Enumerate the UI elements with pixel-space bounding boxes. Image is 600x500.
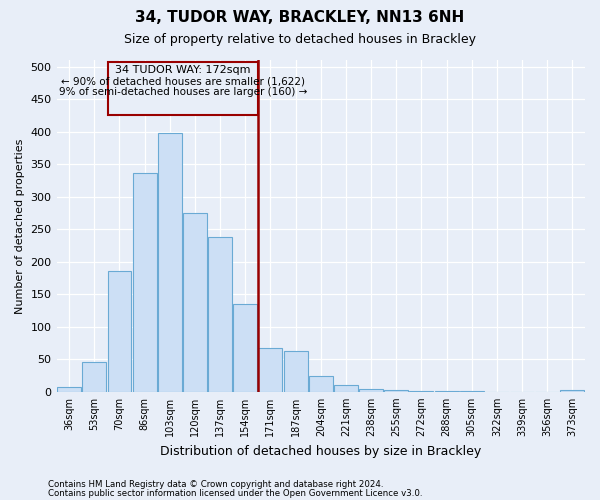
Text: ← 90% of detached houses are smaller (1,622): ← 90% of detached houses are smaller (1,… <box>61 76 305 86</box>
Bar <box>233 304 257 392</box>
Bar <box>82 362 106 392</box>
Bar <box>133 172 157 392</box>
Bar <box>259 348 283 392</box>
Text: 9% of semi-detached houses are larger (160) →: 9% of semi-detached houses are larger (1… <box>59 86 307 97</box>
Bar <box>107 272 131 392</box>
Text: 34 TUDOR WAY: 172sqm: 34 TUDOR WAY: 172sqm <box>115 64 251 74</box>
Text: Contains public sector information licensed under the Open Government Licence v3: Contains public sector information licen… <box>48 488 422 498</box>
Bar <box>208 237 232 392</box>
FancyBboxPatch shape <box>108 62 258 116</box>
Y-axis label: Number of detached properties: Number of detached properties <box>15 138 25 314</box>
Bar <box>309 376 333 392</box>
Text: Contains HM Land Registry data © Crown copyright and database right 2024.: Contains HM Land Registry data © Crown c… <box>48 480 383 489</box>
Text: Size of property relative to detached houses in Brackley: Size of property relative to detached ho… <box>124 32 476 46</box>
Bar <box>460 391 484 392</box>
Bar <box>284 352 308 392</box>
X-axis label: Distribution of detached houses by size in Brackley: Distribution of detached houses by size … <box>160 444 481 458</box>
Bar <box>560 390 584 392</box>
Bar <box>334 384 358 392</box>
Bar <box>409 390 433 392</box>
Bar <box>183 213 207 392</box>
Text: 34, TUDOR WAY, BRACKLEY, NN13 6NH: 34, TUDOR WAY, BRACKLEY, NN13 6NH <box>136 10 464 25</box>
Bar <box>57 386 81 392</box>
Bar <box>434 391 458 392</box>
Bar <box>385 390 408 392</box>
Bar <box>359 388 383 392</box>
Bar <box>158 133 182 392</box>
